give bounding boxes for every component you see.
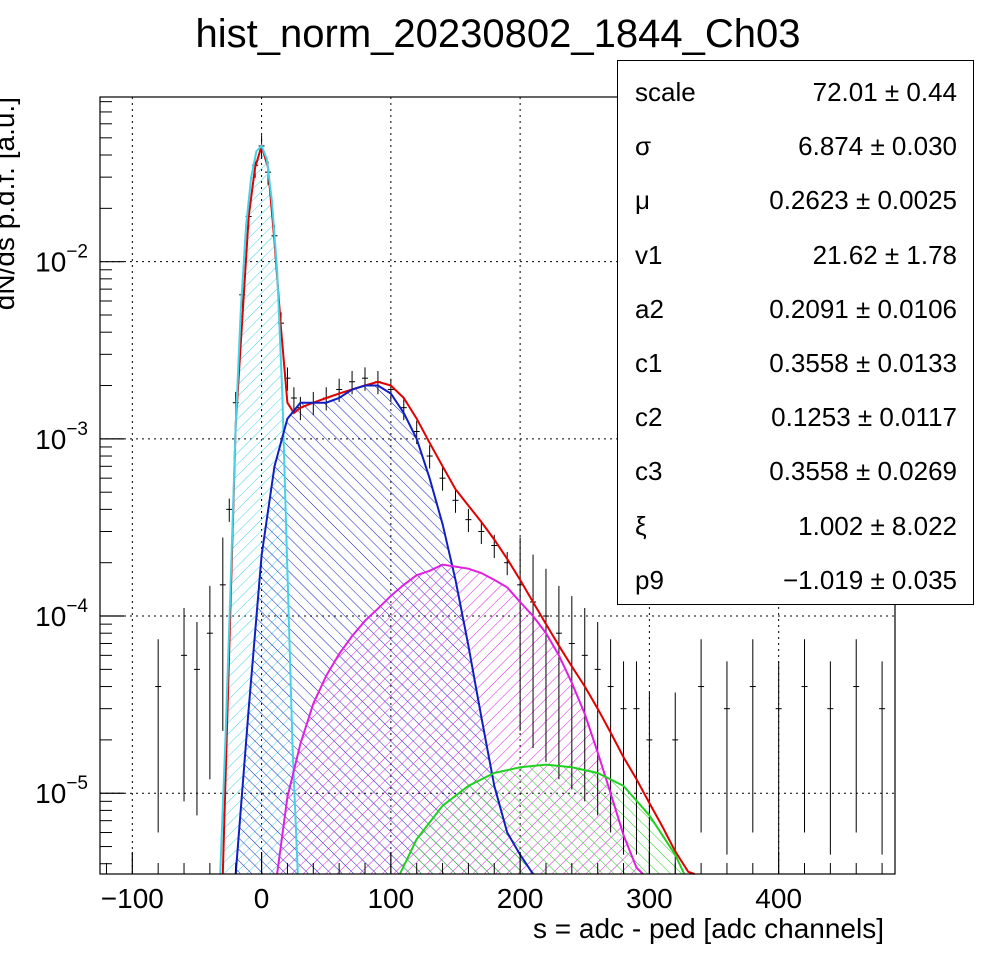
stats-param-value: 1.002 ± 8.022: [798, 510, 957, 541]
stats-row: c1 0.3558 ± 0.0133: [618, 336, 973, 390]
component-fill: [399, 764, 685, 874]
stats-param-name: c1: [635, 348, 663, 378]
stats-row: μ 0.2623 ± 0.0025: [618, 173, 973, 227]
stats-param-value: 72.01 ± 0.44: [812, 77, 957, 107]
stats-row: p9 −1.019 ± 0.035: [618, 553, 973, 607]
stats-row: a2 0.2091 ± 0.0106: [618, 282, 973, 336]
stats-param-value: 6.874 ± 0.030: [798, 131, 957, 162]
stats-param-name: σ: [635, 131, 652, 162]
stats-param-value: 21.62 ± 1.78: [812, 239, 957, 270]
component-curve: [398, 763, 686, 875]
stats-row: ξ 1.002 ± 8.022: [618, 499, 973, 553]
x-axis-label: s = adc - ped [adc channels]: [533, 913, 884, 944]
data-histogram: [155, 135, 886, 874]
chart-title: hist_norm_20230802_1844_Ch03: [196, 12, 801, 56]
component-curve: [234, 384, 534, 875]
x-tick-label: 0: [254, 883, 270, 914]
stats-param-name: scale: [635, 77, 696, 107]
stats-param-name: ξ: [635, 510, 647, 541]
component-curve: [276, 563, 644, 875]
stats-param-value: 0.2623 ± 0.0025: [769, 185, 957, 216]
y-tick-label: 10−5: [35, 773, 88, 809]
stats-row: v1 21.62 ± 1.78: [618, 228, 973, 282]
stats-row: σ 6.874 ± 0.030: [618, 119, 973, 173]
fit-curves: [219, 142, 695, 875]
stats-param-name: a2: [635, 293, 664, 324]
stats-param-name: μ: [635, 185, 650, 216]
component-curve: [219, 144, 299, 875]
stats-row: c3 0.3558 ± 0.0269: [618, 444, 973, 498]
stats-param-name: v1: [635, 239, 663, 270]
stats-param-name: c3: [635, 456, 663, 487]
stats-param-value: 0.3558 ± 0.0133: [769, 348, 957, 378]
x-tick-label: −100: [101, 883, 164, 914]
fit-stats-box: scale 72.01 ± 0.44 σ 6.874 ± 0.030 μ 0.2623 ±…: [617, 60, 974, 605]
stats-param-value: −1.019 ± 0.035: [782, 564, 957, 595]
x-tick-label: 400: [755, 883, 802, 914]
stats-param-name: c2: [635, 402, 663, 433]
component-fills: [220, 145, 685, 874]
y-tick-label: 10−3: [35, 419, 88, 455]
stats-param-value: 0.1253 ± 0.0117: [771, 402, 957, 433]
y-axis-label: dN/ds p.d.f. [a.u.]: [0, 97, 20, 310]
stats-param-value: 0.3558 ± 0.0269: [769, 456, 957, 487]
y-tick-label: 10−2: [35, 242, 88, 278]
y-tick-label: 10−4: [35, 596, 88, 632]
stats-param-value: 0.2091 ± 0.0106: [769, 293, 957, 324]
stats-row: c2 0.1253 ± 0.0117: [618, 390, 973, 444]
x-tick-label: 200: [497, 883, 544, 914]
x-tick-label: 100: [367, 883, 414, 914]
stats-param-name: p9: [635, 564, 664, 595]
x-tick-label: 300: [626, 883, 673, 914]
stats-row: scale 72.01 ± 0.44: [618, 65, 973, 119]
